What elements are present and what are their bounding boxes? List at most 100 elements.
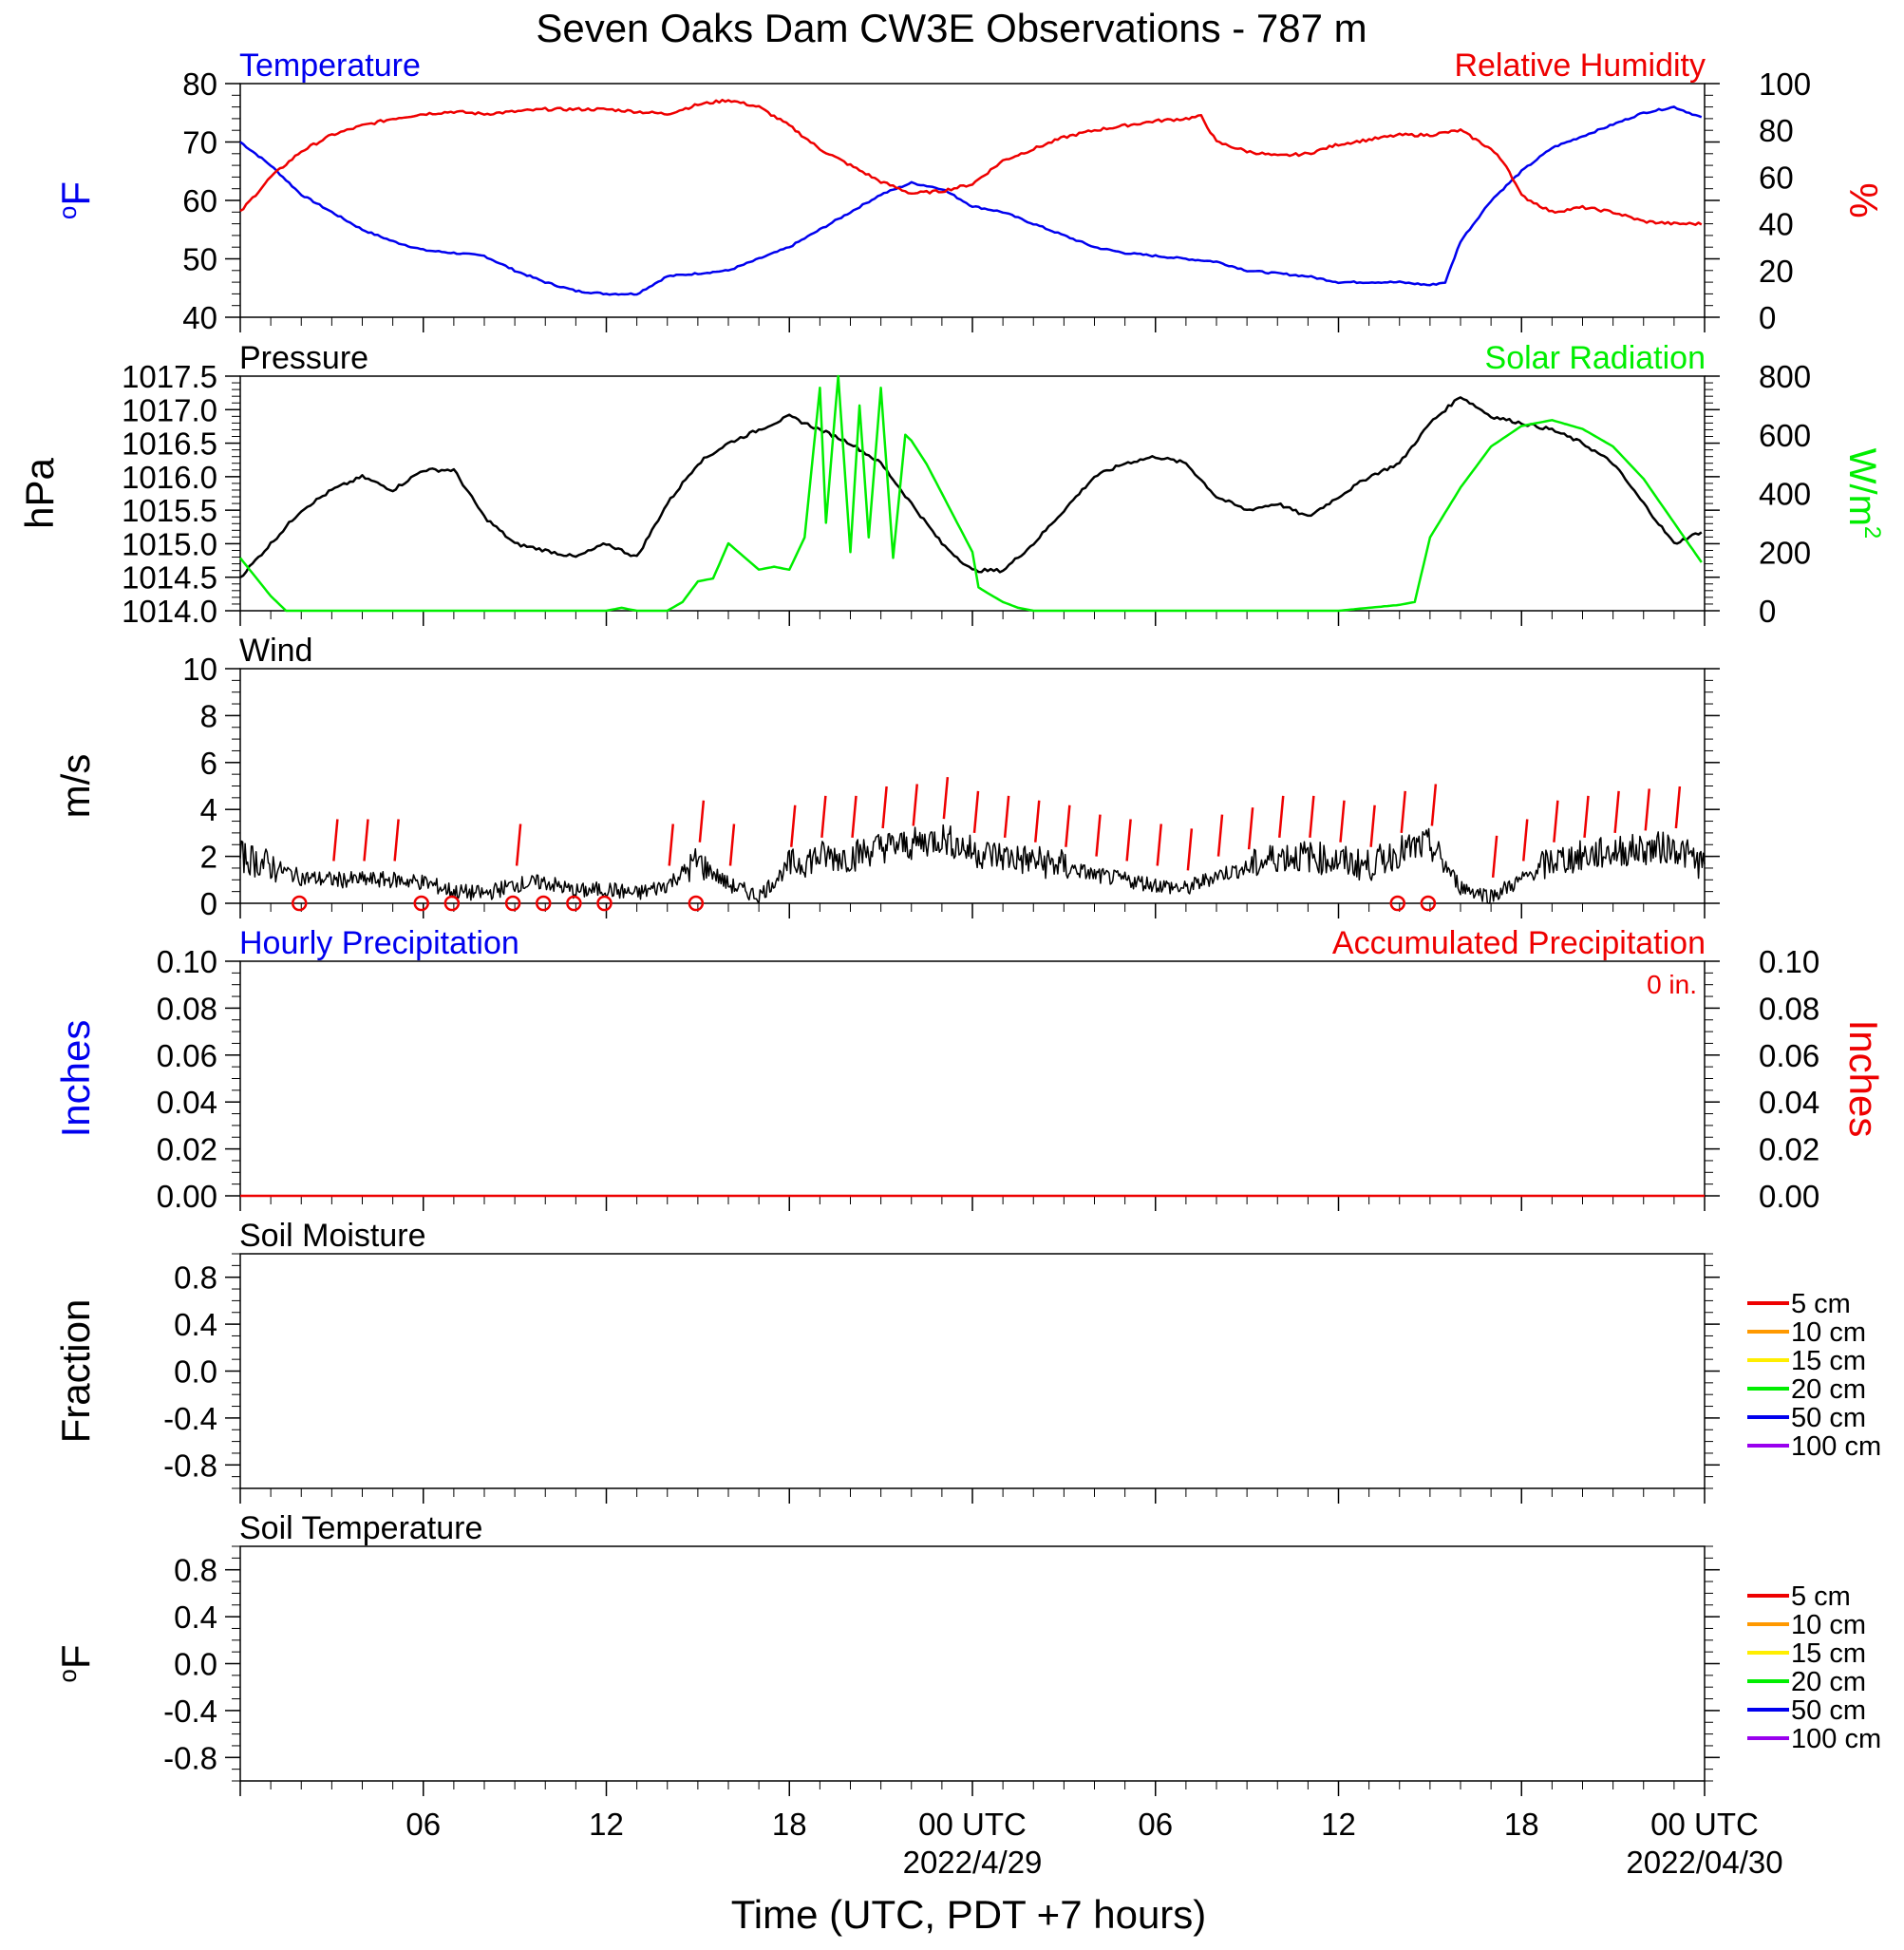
legend-label: 100 cm <box>1791 1724 1881 1754</box>
series-line-0 <box>239 105 1703 296</box>
left-tick-label: 10 <box>182 652 217 687</box>
unit-letter: F <box>53 181 98 206</box>
panel-left-title: Wind <box>239 633 312 669</box>
panel-frame <box>239 375 1706 612</box>
wind-barb <box>1003 795 1010 838</box>
wind-barb <box>1065 805 1071 847</box>
wind-barb <box>820 795 827 838</box>
left-tick-label: 8 <box>200 698 217 733</box>
left-tick-label: 1017.5 <box>122 359 217 394</box>
legend-label: 5 cm <box>1791 1581 1851 1612</box>
right-tick-label: 200 <box>1759 535 1811 570</box>
left-tick-label: 2 <box>200 840 217 875</box>
wind-barb <box>728 824 736 866</box>
x-tick-label: 18 <box>772 1807 807 1842</box>
wind-barb <box>912 784 918 826</box>
right-tick-label: 0 <box>1759 300 1776 335</box>
precip-total-annotation: 0 in. <box>1647 970 1697 999</box>
wind-barb <box>1186 828 1194 871</box>
right-tick-label: 80 <box>1759 113 1794 148</box>
panel-right-title: Relative Humidity <box>1454 47 1706 84</box>
panel-frame <box>239 668 1706 904</box>
calm-wind-circle <box>292 895 308 912</box>
legend-label: 50 cm <box>1791 1403 1866 1433</box>
right-tick-label: 100 <box>1759 66 1811 102</box>
x-tick-label: 06 <box>405 1807 441 1842</box>
series-line-1 <box>239 374 1703 613</box>
left-tick-label: 0.4 <box>174 1600 217 1635</box>
panel-left-title: Hourly Precipitation <box>239 925 519 961</box>
x-tick-label: 06 <box>1138 1807 1173 1842</box>
unit-letter: F <box>53 1644 98 1669</box>
wind-barb <box>1369 805 1376 847</box>
panel-frame <box>239 1253 1706 1489</box>
panel-frame <box>239 960 1706 1197</box>
right-tick-label: 400 <box>1759 477 1811 512</box>
wind-barb <box>1553 800 1559 842</box>
left-tick-label: 4 <box>200 792 217 827</box>
wind-barb <box>363 819 369 861</box>
panel-left-title: Soil Moisture <box>239 1218 426 1254</box>
x-tick-label: 18 <box>1504 1807 1539 1842</box>
left-tick-label: 0.10 <box>157 944 217 979</box>
left-tick-label: 1016.5 <box>122 426 217 462</box>
panel-left-title: Soil Temperature <box>239 1510 482 1546</box>
left-tick-label: 0 <box>200 886 217 921</box>
wind-barb <box>1339 800 1346 842</box>
left-tick-label: 0.4 <box>174 1307 217 1342</box>
left-tick-label: -0.4 <box>163 1401 217 1436</box>
wind-barb <box>1613 790 1620 834</box>
left-tick-label: 1015.0 <box>122 526 217 561</box>
calm-wind-circle <box>413 895 429 912</box>
right-unit-label: Inches <box>1841 1020 1886 1138</box>
legend-label: 50 cm <box>1791 1695 1866 1726</box>
x-tick-label: 00 UTC <box>1650 1807 1759 1842</box>
wind-barb <box>393 819 400 861</box>
series-line-0 <box>239 396 1703 578</box>
legend-label: 20 cm <box>1791 1667 1866 1697</box>
right-unit-label: % <box>1841 182 1886 218</box>
left-unit-label: Fraction <box>53 1299 98 1444</box>
wind-barb <box>1156 824 1162 866</box>
left-tick-label: 0.8 <box>174 1260 217 1296</box>
right-tick-label: 0.06 <box>1759 1038 1819 1073</box>
right-tick-label: 20 <box>1759 254 1794 289</box>
wind-barb <box>851 795 858 838</box>
wind-barb <box>1400 790 1406 834</box>
panel-precipitation: 0.00 0.02 0.04 0.06 0.08 0.10 0.00 0.02 0.04 0.06… <box>53 925 1886 1214</box>
series-line-1 <box>239 98 1703 226</box>
degree-sup: o <box>53 1669 82 1682</box>
left-unit-label: hPa <box>17 457 62 528</box>
wind-barb <box>1247 807 1254 850</box>
wind-barb <box>668 824 674 866</box>
wind-barb <box>1583 795 1590 838</box>
wind-barb <box>1674 786 1682 829</box>
left-tick-label: 6 <box>200 746 217 781</box>
wind-barb <box>881 786 888 829</box>
right-tick-label: 600 <box>1759 418 1811 453</box>
legend-label: 10 cm <box>1791 1610 1866 1640</box>
right-tick-label: 800 <box>1759 359 1811 394</box>
panel-left-title: Pressure <box>239 340 368 376</box>
left-tick-label: 50 <box>182 242 217 277</box>
right-unit-label: W/m2 <box>1841 448 1885 540</box>
wind-barb <box>1034 800 1041 842</box>
panel-frame <box>239 1545 1706 1782</box>
left-tick-label: 1015.5 <box>122 493 217 528</box>
right-tick-label: 0.10 <box>1759 944 1819 979</box>
right-tick-label: 0 <box>1759 594 1776 629</box>
left-tick-label: 0.8 <box>174 1553 217 1588</box>
left-tick-label: 0.00 <box>157 1179 217 1214</box>
degree-sup: o <box>53 206 82 219</box>
left-tick-label: 0.06 <box>157 1038 217 1073</box>
wind-barb <box>972 790 980 834</box>
left-tick-label: 0.08 <box>157 991 217 1026</box>
legend-label: 15 cm <box>1791 1346 1866 1376</box>
left-tick-label: 1014.5 <box>122 560 217 596</box>
wind-barb <box>1522 819 1529 861</box>
right-tick-label: 0.08 <box>1759 991 1819 1026</box>
left-tick-label: 1017.0 <box>122 392 217 427</box>
